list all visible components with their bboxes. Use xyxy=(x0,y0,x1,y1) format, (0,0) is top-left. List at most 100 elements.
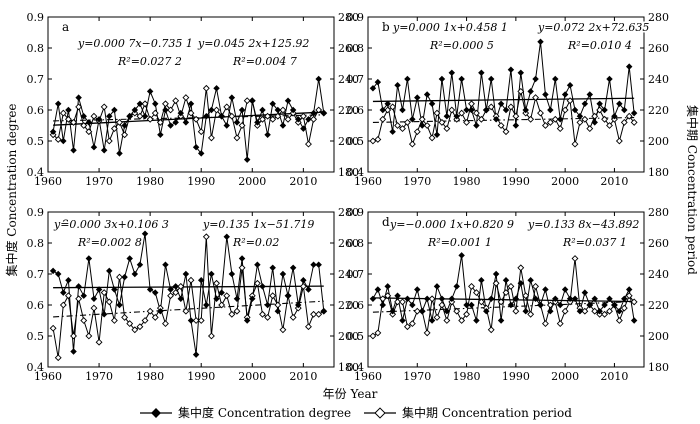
point-degree xyxy=(581,289,589,296)
plot-frame xyxy=(367,16,645,173)
point-period xyxy=(487,326,495,334)
point-period xyxy=(279,326,287,334)
point-degree xyxy=(60,289,67,296)
point-period xyxy=(59,109,67,117)
point-degree xyxy=(552,295,559,303)
point-degree xyxy=(49,267,57,275)
point-degree xyxy=(463,301,470,309)
point-period xyxy=(413,307,421,315)
point-period xyxy=(537,109,544,117)
point-degree xyxy=(49,128,57,135)
point-degree xyxy=(274,106,282,114)
point-degree xyxy=(182,270,190,278)
point-degree xyxy=(438,295,446,303)
y-tick-label: 0.6 xyxy=(27,104,45,117)
point-period xyxy=(443,317,451,324)
point-period xyxy=(315,310,323,318)
x-tick-label: 1970 xyxy=(403,175,431,188)
y-tick-label: 0.6 xyxy=(347,299,365,312)
x-tick-label: 2010 xyxy=(600,175,628,188)
y2-tick-label: 280 xyxy=(648,206,669,219)
point-period xyxy=(105,298,113,306)
y2-tick-label: 180 xyxy=(648,166,669,179)
point-degree xyxy=(581,100,589,108)
legend-period-marker xyxy=(374,407,386,419)
point-degree xyxy=(625,63,633,70)
x-axis-label: 年份 Year xyxy=(323,387,378,401)
x-tick-label: 2010 xyxy=(289,175,317,188)
point-degree xyxy=(121,273,128,281)
point-degree xyxy=(571,295,579,303)
point-period xyxy=(472,109,480,117)
y2-tick-label: 200 xyxy=(338,135,359,148)
point-degree xyxy=(556,301,564,309)
x-tick-label: 1970 xyxy=(85,370,113,383)
point-period xyxy=(126,320,134,328)
y2-tick-label: 260 xyxy=(338,237,359,250)
y2-tick-label: 260 xyxy=(648,42,669,55)
point-period xyxy=(601,115,609,123)
point-degree xyxy=(369,85,377,92)
point-degree xyxy=(254,261,261,268)
x-tick-label: 1980 xyxy=(136,175,164,188)
trend-equation-period: y=0.135 1x−51.719 xyxy=(202,218,314,231)
point-period xyxy=(172,97,180,105)
point-degree xyxy=(502,276,510,284)
point-degree xyxy=(152,289,159,296)
point-degree xyxy=(566,295,574,303)
point-degree xyxy=(566,81,574,89)
point-period xyxy=(576,118,584,126)
point-period xyxy=(581,115,589,123)
point-period xyxy=(223,103,231,111)
y2-tick-label: 200 xyxy=(338,330,359,343)
point-degree xyxy=(65,106,72,114)
point-degree xyxy=(404,295,411,303)
point-degree xyxy=(478,69,485,77)
point-period xyxy=(90,304,98,312)
trend-line-period xyxy=(372,116,635,123)
point-degree xyxy=(512,295,520,303)
x-tick-label: 2000 xyxy=(551,175,579,188)
point-degree xyxy=(379,301,387,309)
plot-frame xyxy=(47,211,335,368)
point-degree xyxy=(542,91,549,98)
trend-line-degree xyxy=(372,97,635,103)
x-tick-label: 2000 xyxy=(238,370,266,383)
y-tick-label: 0.5 xyxy=(347,330,365,343)
point-degree xyxy=(116,150,123,157)
point-degree xyxy=(65,276,72,284)
point-period xyxy=(202,233,210,241)
point-degree xyxy=(289,264,297,272)
point-period xyxy=(315,106,323,114)
point-period xyxy=(202,84,210,92)
point-degree xyxy=(167,122,174,129)
point-degree xyxy=(80,112,87,120)
point-period xyxy=(187,109,195,117)
point-period xyxy=(253,279,261,287)
point-degree xyxy=(418,122,426,129)
point-period xyxy=(492,279,500,287)
x-tick-label: 1970 xyxy=(403,370,431,383)
point-degree xyxy=(463,106,470,114)
point-period xyxy=(497,122,505,129)
point-period xyxy=(428,134,436,142)
point-period xyxy=(228,310,236,318)
point-period xyxy=(561,106,569,114)
y-tick-label: 0.6 xyxy=(27,299,45,312)
point-period xyxy=(75,295,83,303)
x-tick-label: 2010 xyxy=(289,370,317,383)
point-degree xyxy=(522,106,529,114)
point-degree xyxy=(621,106,628,114)
point-degree xyxy=(95,116,103,123)
point-period xyxy=(625,112,633,120)
point-degree xyxy=(259,106,266,114)
point-degree xyxy=(320,109,328,117)
point-degree xyxy=(70,348,77,355)
point-degree xyxy=(409,116,416,123)
point-degree xyxy=(218,112,225,120)
point-degree xyxy=(473,317,480,324)
point-degree xyxy=(264,301,271,309)
trend-equation-period: y=0.045 2x+125.92 xyxy=(197,37,309,50)
panel-label: a xyxy=(62,20,69,34)
point-degree xyxy=(586,301,594,309)
